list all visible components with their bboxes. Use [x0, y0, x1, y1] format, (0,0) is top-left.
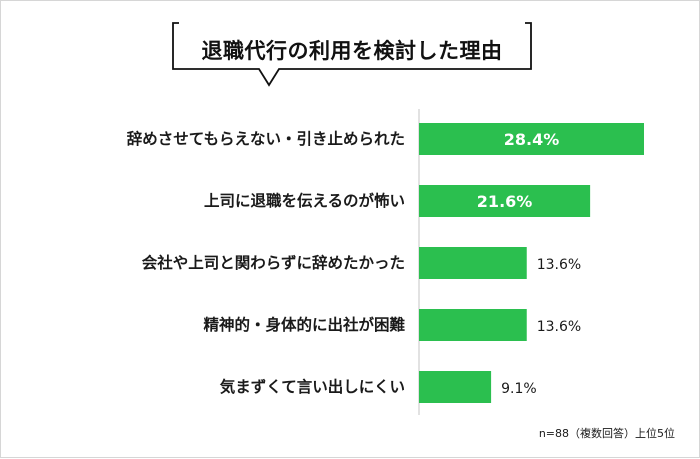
bar: [419, 123, 644, 155]
value-label: 9.1%: [501, 381, 537, 397]
bar: [419, 247, 527, 279]
chart-title: 退職代行の利用を検討した理由: [201, 39, 503, 63]
category-label: 辞めさせてもらえない・引き止められた: [127, 129, 405, 148]
title-callout: 退職代行の利用を検討した理由: [171, 21, 533, 101]
category-label: 精神的・身体的に出社が困難: [203, 315, 405, 334]
title-callout-border: [172, 22, 532, 87]
category-label: 会社や上司と関わらずに辞めたかった: [142, 253, 405, 272]
category-label: 上司に退職を伝えるのが怖い: [204, 191, 405, 210]
bar: [419, 185, 591, 217]
sample-note: n=88（複数回答）上位5位: [538, 427, 675, 440]
value-label: 13.6%: [537, 257, 581, 273]
bar: [419, 371, 492, 403]
bar: [419, 309, 527, 341]
value-label: 28.4%: [504, 130, 560, 149]
value-label: 13.6%: [537, 319, 581, 335]
category-label: 気まずくて言い出しにくい: [220, 377, 405, 396]
value-label: 21.6%: [477, 192, 533, 211]
